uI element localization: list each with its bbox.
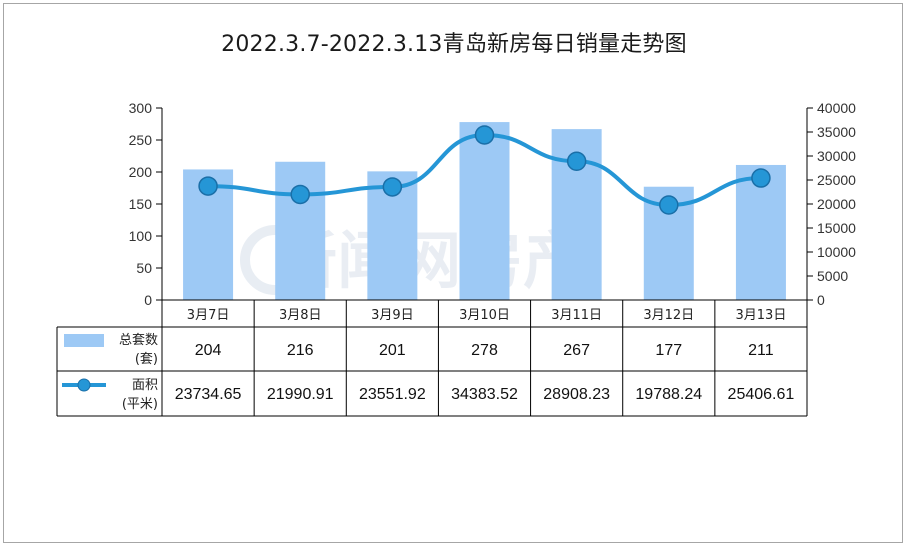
right-tick-label-8: 40000 xyxy=(817,100,856,116)
bar-value-cell-2: 201 xyxy=(379,342,406,359)
category-label-0: 3月7日 xyxy=(187,308,230,323)
legend-bar-swatch xyxy=(64,334,104,347)
right-tick-label-7: 35000 xyxy=(817,124,856,140)
category-label-6: 3月13日 xyxy=(736,308,787,323)
bar-value-cell-6: 211 xyxy=(748,342,774,359)
bar-3 xyxy=(459,122,510,300)
area-value-cell-6: 25406.61 xyxy=(728,386,795,403)
bar-value-cell-1: 216 xyxy=(287,342,314,359)
legend-line-label-line1: 面积 xyxy=(132,378,158,393)
area-value-cell-5: 19788.24 xyxy=(635,386,702,403)
bar-value-cell-4: 267 xyxy=(563,342,590,359)
category-label-2: 3月9日 xyxy=(371,308,414,323)
right-tick-label-6: 30000 xyxy=(817,148,856,164)
left-tick-label-2: 100 xyxy=(129,228,153,244)
right-tick-label-0: 0 xyxy=(817,292,825,308)
left-tick-label-1: 50 xyxy=(136,260,152,276)
right-tick-label-5: 25000 xyxy=(817,172,856,188)
area-value-cell-4: 28908.23 xyxy=(543,386,610,403)
left-tick-label-4: 200 xyxy=(129,164,153,180)
legend-bar-label-line1: 总套数 xyxy=(119,332,158,348)
watermark-text: 新闻网房产 xyxy=(275,224,585,297)
area-value-cell-2: 23551.92 xyxy=(359,386,426,403)
area-point-4 xyxy=(566,151,587,171)
area-point-5 xyxy=(659,195,679,215)
category-label-3: 3月10日 xyxy=(459,308,510,323)
area-point-2 xyxy=(382,177,403,197)
legend-line-label-line2: (平米) xyxy=(122,397,158,412)
category-label-5: 3月12日 xyxy=(643,308,694,323)
area-point-1 xyxy=(290,184,310,205)
area-point-3 xyxy=(474,125,495,145)
bar-1 xyxy=(275,161,326,300)
area-value-cell-0: 23734.65 xyxy=(175,386,242,403)
left-tick-label-6: 300 xyxy=(129,100,153,116)
area-value-cell-3: 34383.52 xyxy=(451,386,518,403)
right-tick-label-3: 15000 xyxy=(817,220,856,236)
area-value-cell-1: 21990.91 xyxy=(267,386,334,403)
left-tick-label-3: 150 xyxy=(129,196,153,212)
bar-value-cell-3: 278 xyxy=(471,342,498,359)
category-label-4: 3月11日 xyxy=(551,308,602,323)
chart-title: 2022.3.7-2022.3.13青岛新房每日销量走势图 xyxy=(221,32,687,57)
left-tick-label-0: 0 xyxy=(144,292,152,308)
legend-bar-label-line2: (套) xyxy=(135,351,158,367)
category-label-1: 3月8日 xyxy=(279,308,322,323)
area-point-0 xyxy=(198,176,218,196)
legend-line-marker xyxy=(77,378,91,392)
bar-value-cell-0: 204 xyxy=(195,342,222,359)
bar-value-cell-5: 177 xyxy=(655,342,682,359)
right-tick-label-2: 10000 xyxy=(817,244,856,260)
area-point-6 xyxy=(751,168,771,188)
right-tick-label-4: 20000 xyxy=(817,196,856,212)
right-tick-label-1: 5000 xyxy=(817,268,848,284)
left-tick-label-5: 250 xyxy=(129,132,153,148)
